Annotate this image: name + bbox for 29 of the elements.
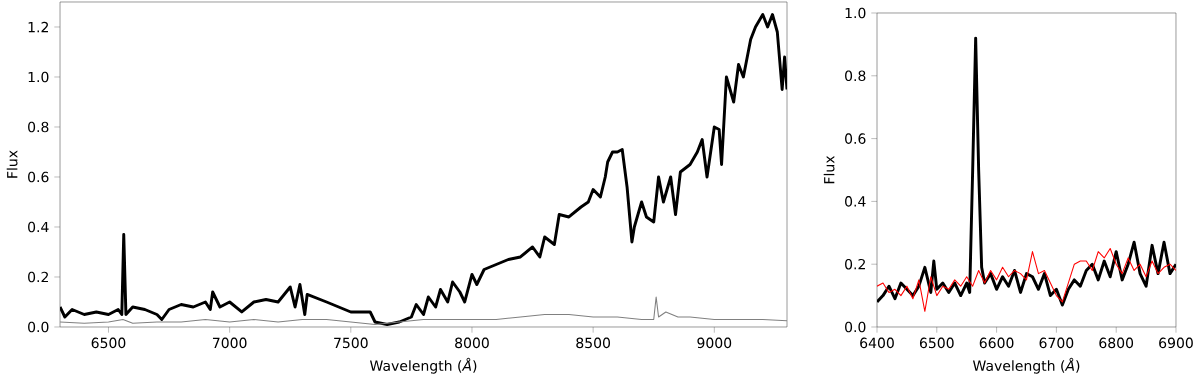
y-tick-label: 0.4: [28, 221, 49, 233]
y-axis-title: Flux: [823, 155, 835, 183]
y-axis-title: Flux: [6, 150, 18, 178]
y-tick-label: 0.2: [845, 258, 865, 270]
x-axis-title: Wavelength (Å): [369, 357, 477, 374]
y-tick-label: 0.8: [845, 70, 866, 81]
x-tick-label: 8000: [455, 337, 489, 349]
x-axis-title: Wavelength (Å): [972, 357, 1080, 374]
x-tick-label: 6900: [1159, 337, 1193, 349]
x-tick-label: 6700: [1039, 337, 1074, 349]
x-tick-label: 6500: [91, 337, 126, 349]
x-tick-label: 6800: [1099, 337, 1134, 349]
y-tick-label: 0.4: [845, 195, 866, 207]
x-tick-label: 6500: [919, 337, 954, 349]
y-tick-label: 0.6: [845, 133, 866, 144]
x-tick-label: 7500: [334, 337, 368, 349]
y-tick-label: 0.0: [845, 321, 866, 333]
y-tick-label: 0.8: [28, 121, 49, 133]
y-tick-label: 1.2: [28, 21, 48, 33]
x-tick-label: 7000: [212, 337, 247, 349]
x-tick-label: 6400: [860, 337, 894, 349]
y-tick-label: 1.0: [28, 71, 49, 83]
y-tick-label: 0.0: [28, 321, 49, 333]
y-tick-label: 1.0: [845, 7, 866, 19]
x-tick-label: 6600: [979, 337, 1014, 349]
x-tick-label: 9000: [697, 337, 732, 349]
y-tick-label: 0.6: [28, 171, 49, 183]
x-tick-label: 8500: [576, 337, 610, 349]
y-tick-label: 0.2: [28, 271, 48, 283]
